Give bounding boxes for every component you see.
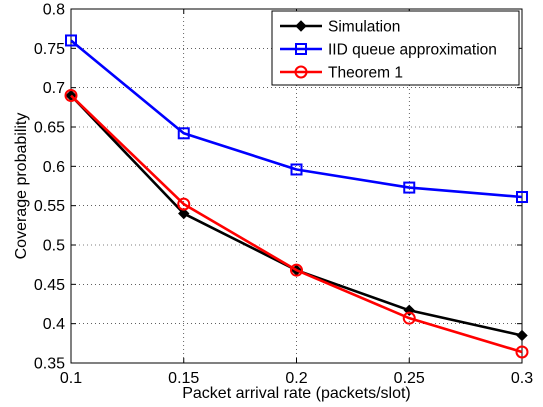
x-tick-label: 0.2	[285, 370, 307, 387]
circle-marker	[515, 345, 529, 359]
y-tick-label: 0.8	[43, 2, 65, 19]
series-group	[64, 34, 529, 359]
y-tick-label: 0.6	[43, 159, 65, 176]
y-tick-label: 0.35	[34, 356, 65, 373]
series-2	[64, 89, 529, 359]
y-tick-label: 0.55	[34, 198, 65, 215]
square-marker	[403, 181, 416, 194]
square-marker	[290, 163, 303, 176]
square-marker	[516, 191, 528, 204]
x-axis-label: Packet arrival rate (packets/slot)	[182, 385, 411, 402]
square-marker	[295, 43, 307, 55]
diamond-marker	[295, 20, 307, 32]
diamond-marker	[178, 207, 190, 220]
x-tick-label: 0.25	[394, 370, 425, 387]
legend: Simulation IID queue approximation Theorem…	[271, 10, 520, 86]
circle-marker	[294, 65, 308, 79]
legend-label: IID queue approximation	[328, 42, 497, 59]
x-tick-label: 0.15	[168, 370, 199, 387]
y-tick-label: 0.7	[43, 80, 65, 97]
axis-ticks: 0.1 0.15 0.2 0.25 0.3 0.35 0.4 0.45 0.5 0.55 0.6 0.…	[34, 2, 533, 388]
grid	[71, 9, 522, 363]
y-tick-label: 0.4	[43, 316, 65, 333]
y-tick-label: 0.45	[34, 277, 65, 294]
y-tick-label: 0.65	[34, 120, 65, 137]
series-line	[70, 94, 523, 354]
circle-marker	[402, 311, 416, 325]
circle-marker	[64, 89, 78, 103]
square-marker	[177, 127, 190, 140]
y-tick-label: 0.5	[43, 238, 65, 255]
x-tick-label: 0.3	[511, 370, 533, 387]
y-axis-label: Coverage probability	[13, 113, 30, 260]
diamond-marker	[516, 329, 528, 342]
y-tick-label: 0.75	[34, 41, 65, 58]
circle-marker	[290, 263, 303, 277]
square-marker	[65, 34, 77, 47]
circle-marker	[177, 197, 191, 211]
series-line	[70, 39, 523, 199]
legend-label: Theorem 1	[328, 65, 403, 82]
series-1	[65, 34, 528, 204]
x-tick-label: 0.1	[60, 370, 82, 387]
legend-label: Simulation	[328, 19, 400, 36]
